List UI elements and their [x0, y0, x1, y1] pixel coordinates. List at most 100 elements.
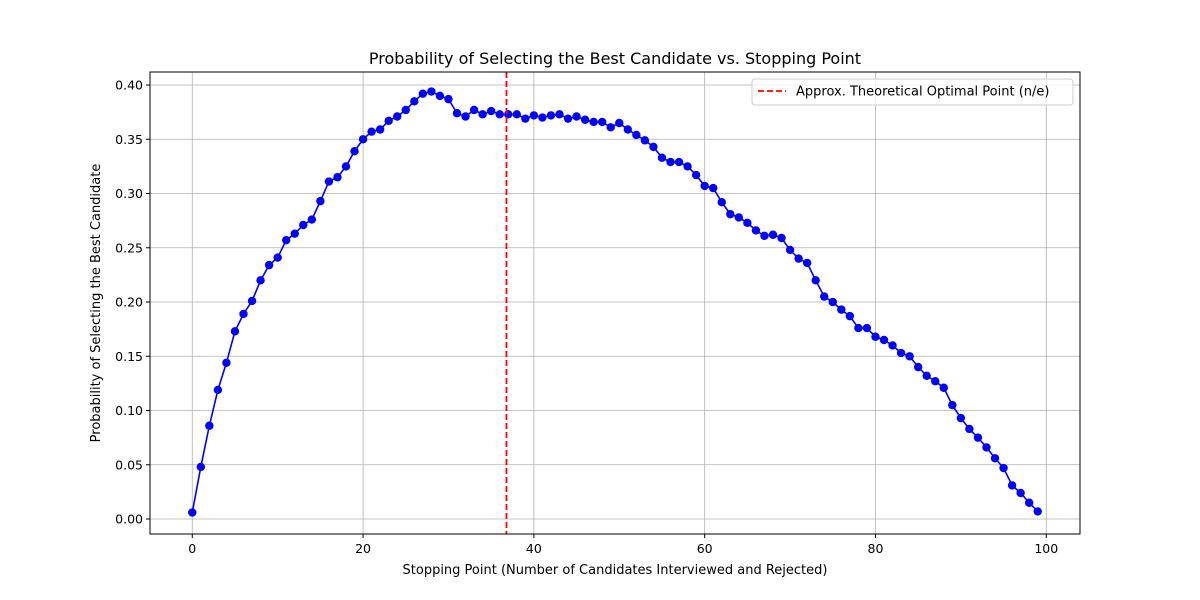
series-line [191, 90, 1039, 513]
data-point [785, 245, 795, 255]
data-point [435, 91, 445, 101]
grid-lines [150, 72, 1080, 534]
data-point [256, 276, 265, 285]
y-tick-label: 0.30 [115, 186, 143, 201]
data-point [580, 115, 590, 124]
data-point [982, 443, 991, 452]
data-point [743, 218, 752, 228]
data-point [854, 323, 863, 333]
data-point [922, 371, 931, 380]
data-point [341, 162, 351, 171]
legend-label-vline: Approx. Theoretical Optimal Point (n/e) [796, 85, 1049, 100]
data-point [606, 123, 615, 132]
y-tick-label: 0.15 [115, 349, 143, 364]
data-point [913, 362, 923, 372]
data-point [461, 112, 470, 121]
data-point [222, 358, 231, 367]
data-point [205, 421, 214, 430]
x-tick-label: 60 [697, 541, 713, 556]
data-point [973, 433, 983, 442]
y-tick-label: 0.40 [115, 78, 143, 93]
data-point [666, 157, 675, 167]
data-point [802, 258, 812, 268]
data-point [623, 125, 633, 134]
data-point [939, 383, 948, 392]
y-axis-ticks: 0.00 0.05 0.10 0.15 0.20 0.25 0.30 0.35 0.40 [115, 78, 150, 527]
data-point [239, 309, 248, 319]
data-point [597, 117, 607, 127]
data-point [828, 297, 837, 307]
y-tick-label: 0.35 [115, 132, 143, 147]
data-point [521, 114, 530, 123]
data-point [444, 94, 453, 104]
data-point [1007, 481, 1017, 490]
data-point [751, 226, 761, 235]
y-tick-label: 0.20 [115, 295, 143, 310]
data-point [632, 130, 641, 140]
data-point [726, 209, 735, 219]
data-point [469, 105, 479, 115]
data-point [999, 463, 1008, 473]
x-tick-label: 100 [1034, 541, 1058, 556]
data-point [427, 87, 436, 96]
data-point [768, 230, 778, 239]
chart-title: Probability of Selecting the Best Candid… [369, 49, 861, 68]
data-point [700, 181, 709, 191]
data-point [572, 112, 581, 121]
data-point [683, 162, 692, 171]
data-point [418, 89, 428, 98]
data-point [478, 110, 487, 119]
data-point [213, 385, 223, 395]
data-point [188, 508, 197, 517]
legend-box [751, 78, 1074, 106]
data-point [264, 260, 274, 270]
data-point [931, 377, 940, 386]
y-tick-label: 0.10 [115, 403, 143, 418]
data-point [324, 177, 334, 186]
data-point [375, 125, 385, 134]
data-point [1016, 488, 1025, 498]
data-point [948, 400, 957, 410]
data-point [452, 109, 462, 118]
data-point [896, 348, 906, 358]
y-tick-label: 0.25 [115, 240, 143, 255]
data-point [640, 136, 650, 145]
legend: Approx. Theoretical Optimal Point (n/e) [751, 78, 1074, 106]
data-point [615, 118, 624, 128]
data-point [879, 335, 889, 345]
data-point [307, 215, 317, 224]
data-point [649, 142, 658, 152]
data-point [196, 462, 206, 472]
data-point [538, 113, 547, 122]
data-point [316, 196, 325, 206]
data-point [1024, 498, 1034, 507]
data-point [350, 147, 359, 156]
data-point [811, 276, 820, 285]
data-point [290, 229, 299, 238]
data-point [384, 116, 393, 126]
data-point [563, 114, 573, 123]
x-tick-label: 80 [868, 541, 884, 556]
data-point [990, 454, 1000, 463]
x-tick-label: 0 [188, 541, 196, 556]
data-point [299, 220, 308, 230]
data-point [393, 112, 402, 121]
data-point [674, 157, 684, 167]
data-point [401, 105, 410, 115]
x-axis-ticks: 0 20 40 60 80 100 [188, 534, 1058, 556]
data-point [845, 311, 855, 321]
data-point [555, 110, 564, 119]
data-point [777, 233, 786, 243]
data-point [905, 352, 914, 361]
data-point [358, 135, 368, 144]
data-point [717, 198, 726, 207]
y-axis-label: Probability of Selecting the Best Candid… [89, 164, 104, 443]
x-tick-label: 20 [355, 541, 371, 556]
data-point [333, 173, 342, 182]
data-point [794, 254, 803, 263]
data-point [529, 111, 539, 120]
data-point [512, 110, 521, 119]
x-axis-label: Stopping Point (Number of Candidates Int… [403, 563, 828, 578]
data-point [486, 106, 496, 116]
